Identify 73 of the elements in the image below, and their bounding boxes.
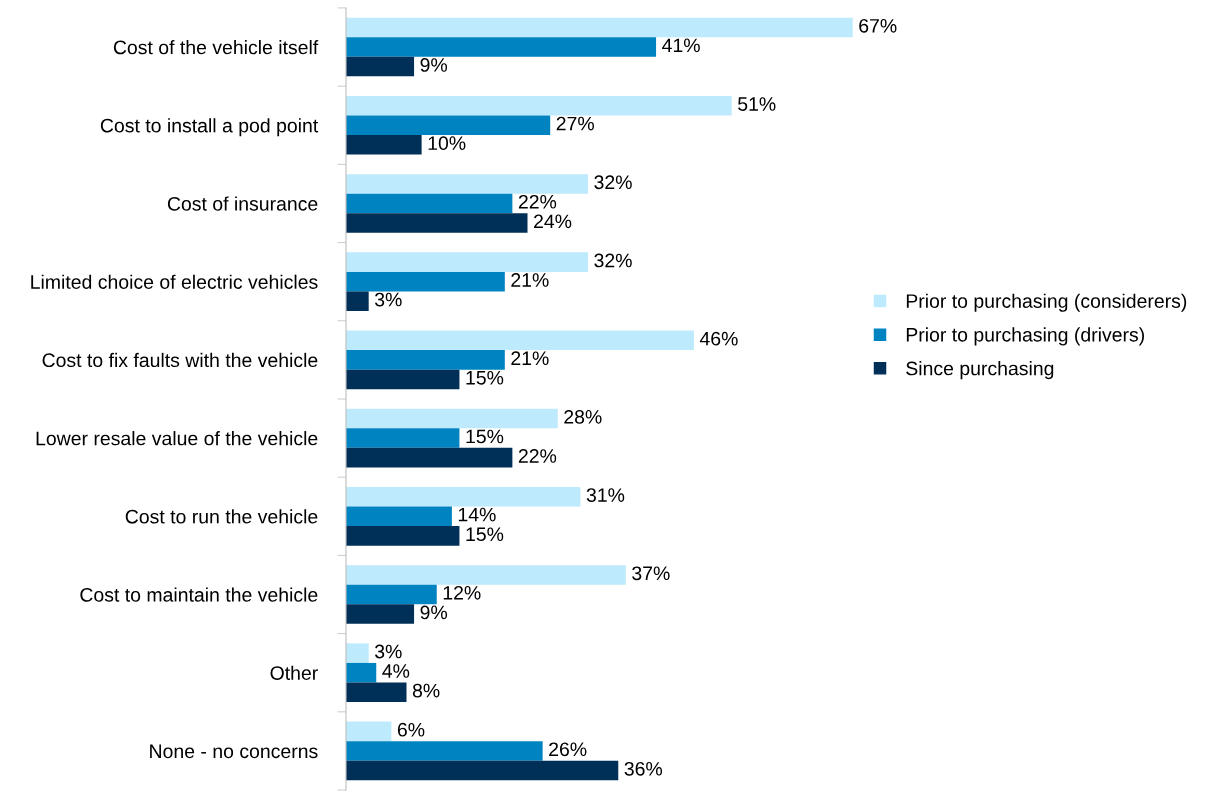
data-label: 32% bbox=[594, 253, 632, 268]
bar bbox=[346, 271, 505, 292]
data-label: 22% bbox=[518, 194, 557, 209]
data-label: 15% bbox=[466, 370, 504, 385]
bar bbox=[346, 447, 513, 468]
bar bbox=[346, 135, 422, 155]
bar bbox=[346, 115, 551, 136]
data-label: 9% bbox=[420, 605, 448, 620]
bar bbox=[346, 604, 415, 624]
y-tick-label: Cost to maintain the vehicle bbox=[80, 587, 318, 602]
data-label: 9% bbox=[420, 58, 448, 72]
y-tick-label: None - no concerns bbox=[150, 744, 318, 759]
data-label: 14% bbox=[458, 507, 496, 522]
bar bbox=[346, 291, 369, 311]
bar bbox=[346, 565, 626, 585]
bar bbox=[346, 193, 513, 214]
bar bbox=[346, 643, 369, 663]
data-label: 27% bbox=[556, 116, 594, 131]
y-tick-label: Cost to run the vehicle bbox=[125, 509, 318, 524]
data-label: 37% bbox=[632, 566, 670, 581]
bar bbox=[346, 428, 460, 448]
data-label: 6% bbox=[397, 722, 425, 737]
legend-label: Since purchasing bbox=[906, 361, 1054, 380]
data-label: 41% bbox=[662, 38, 700, 53]
bar bbox=[346, 662, 377, 683]
data-label: 15% bbox=[466, 429, 504, 444]
data-label: 24% bbox=[534, 214, 572, 229]
bar bbox=[346, 17, 853, 38]
data-label: 26% bbox=[549, 742, 587, 757]
bar bbox=[346, 486, 581, 507]
y-tick-label: Lower resale value of the vehicle bbox=[36, 431, 318, 446]
bar bbox=[346, 584, 437, 605]
data-label: 31% bbox=[586, 488, 625, 502]
y-tick-label: Cost to install a pod point bbox=[100, 118, 319, 137]
bar bbox=[346, 408, 558, 429]
bar bbox=[346, 721, 392, 742]
bar bbox=[346, 252, 589, 272]
y-tick-label: Other bbox=[270, 665, 318, 680]
data-label: 3% bbox=[374, 644, 402, 659]
data-label: 22% bbox=[518, 449, 557, 463]
bar bbox=[346, 506, 452, 527]
data-label: 28% bbox=[564, 409, 602, 424]
y-tick-label: Limited choice of electric vehicles bbox=[31, 274, 318, 289]
bar bbox=[346, 760, 619, 781]
data-label: 67% bbox=[859, 18, 897, 33]
bar bbox=[346, 37, 657, 57]
bar bbox=[346, 56, 415, 77]
bar bbox=[346, 330, 694, 351]
bar bbox=[346, 350, 505, 370]
bar bbox=[346, 95, 732, 116]
data-label: 21% bbox=[511, 273, 549, 287]
data-label: 10% bbox=[428, 136, 466, 151]
y-tick-label: Cost of the vehicle itself bbox=[113, 40, 319, 55]
data-label: 4% bbox=[382, 664, 410, 678]
data-label: 46% bbox=[699, 331, 738, 346]
data-label: 3% bbox=[374, 292, 402, 307]
data-label: 8% bbox=[412, 683, 440, 698]
data-label: 32% bbox=[594, 175, 632, 190]
y-tick-label: Cost to fix faults with the vehicle bbox=[42, 352, 318, 368]
bar bbox=[346, 369, 460, 390]
data-label: 51% bbox=[738, 97, 776, 111]
data-label: 12% bbox=[443, 585, 481, 600]
legend-label: Prior to purchasing (considerers) bbox=[906, 293, 1187, 312]
data-label: 15% bbox=[466, 527, 504, 542]
data-label: 21% bbox=[511, 351, 549, 366]
bar bbox=[346, 526, 460, 546]
bar bbox=[346, 174, 589, 194]
bar bbox=[346, 741, 543, 761]
data-label: 36% bbox=[624, 761, 663, 776]
legend-label: Prior to purchasing (drivers) bbox=[906, 327, 1144, 346]
bar bbox=[346, 682, 407, 703]
y-tick-label: Cost of insurance bbox=[167, 196, 318, 211]
bar bbox=[346, 213, 528, 233]
